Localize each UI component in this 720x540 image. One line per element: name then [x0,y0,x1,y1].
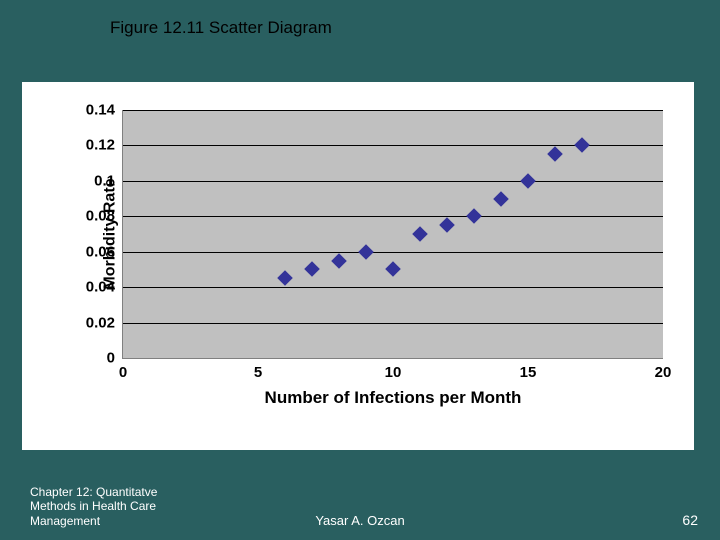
footer-chapter-line3: Management [30,514,157,528]
footer-chapter-line2: Methods in Health Care [30,499,157,513]
y-axis-label: Morbidity Rate [102,178,120,289]
y-tick-label: 0.14 [86,102,115,119]
figure-title: Figure 12.11 Scatter Diagram [110,18,332,38]
data-point [304,262,320,278]
data-point [547,147,563,163]
y-tick-label: 0.02 [86,314,115,331]
data-point [331,253,347,269]
y-tick-label: 0.12 [86,137,115,154]
data-point [358,244,374,260]
gridline [123,216,663,217]
gridline [123,110,663,111]
x-tick-label: 20 [655,364,672,381]
x-tick-label: 15 [520,364,537,381]
x-tick-label: 10 [385,364,402,381]
y-tick-label: 0 [107,350,115,367]
gridline [123,287,663,288]
gridline [123,181,663,182]
footer-chapter: Chapter 12: Quantitatve Methods in Healt… [30,485,157,528]
footer-author: Yasar A. Ozcan [315,513,404,528]
y-tick-label: 0.04 [86,279,115,296]
x-tick-label: 0 [119,364,127,381]
data-point [439,217,455,233]
data-point [493,191,509,207]
y-tick-label: 0.08 [86,208,115,225]
footer-page-number: 62 [682,512,698,528]
data-point [412,226,428,242]
data-point [466,209,482,225]
data-point [574,138,590,154]
y-tick-label: 0.1 [94,172,115,189]
y-tick-label: 0.06 [86,243,115,260]
slide: Figure 12.11 Scatter Diagram Morbidity R… [0,0,720,540]
data-point [385,262,401,278]
footer-chapter-line1: Chapter 12: Quantitatve [30,485,157,499]
x-tick-label: 5 [254,364,262,381]
x-axis-label: Number of Infections per Month [265,388,522,408]
chart-panel: Morbidity Rate Number of Infections per … [22,82,694,450]
scatter-plot-area: Morbidity Rate Number of Infections per … [122,110,663,359]
data-point [277,271,293,287]
gridline [123,323,663,324]
gridline [123,252,663,253]
data-point [520,173,536,189]
